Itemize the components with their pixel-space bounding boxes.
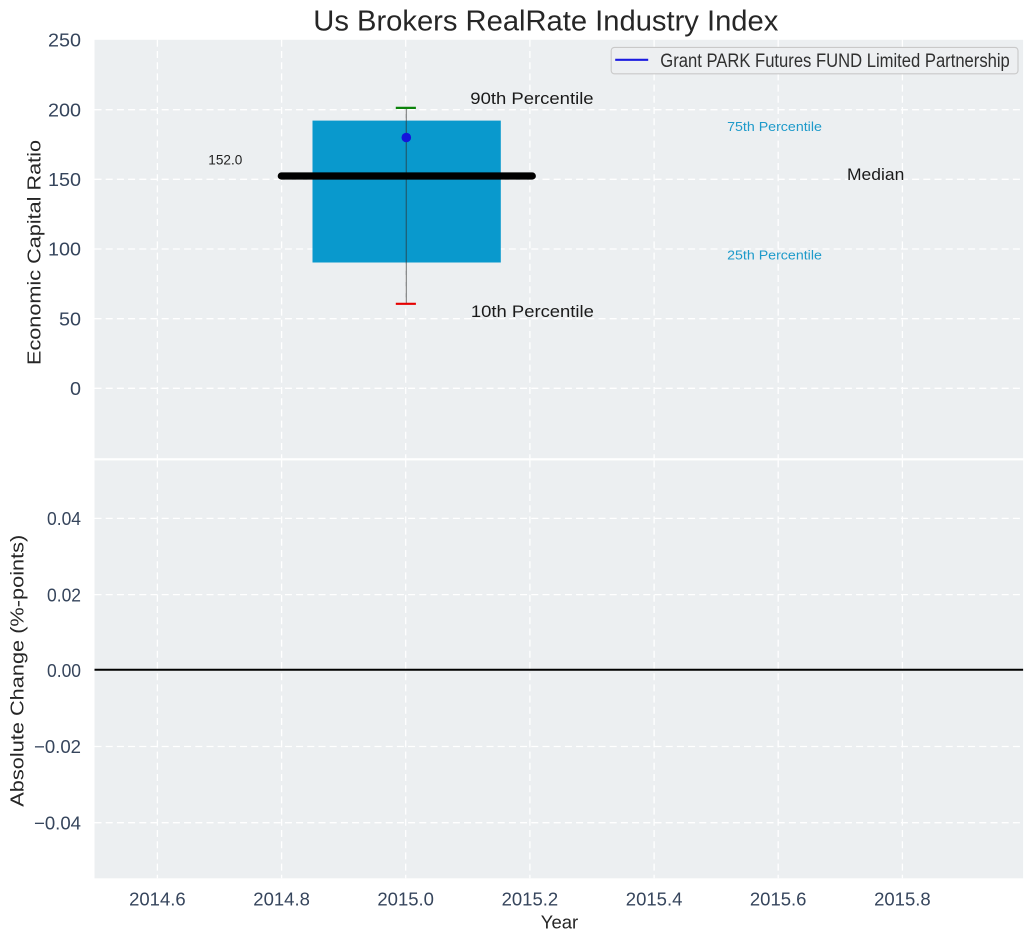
svg-text:Grant PARK Futures FUND Limite: Grant PARK Futures FUND Limited Partners… xyxy=(660,51,1010,72)
svg-text:2014.8: 2014.8 xyxy=(253,888,310,909)
svg-text:Median: Median xyxy=(847,166,904,184)
svg-text:Absolute Change (%-points): Absolute Change (%-points) xyxy=(6,535,27,807)
svg-text:−0.02: −0.02 xyxy=(34,736,81,757)
svg-text:50: 50 xyxy=(59,308,81,329)
svg-text:2014.6: 2014.6 xyxy=(129,888,186,909)
svg-text:2015.8: 2015.8 xyxy=(874,888,931,909)
svg-text:Year: Year xyxy=(541,912,578,933)
svg-text:25th Percentile: 25th Percentile xyxy=(727,248,822,263)
svg-text:0.00: 0.00 xyxy=(47,660,81,681)
svg-text:10th Percentile: 10th Percentile xyxy=(471,303,594,321)
svg-text:Economic Capital Ratio: Economic Capital Ratio xyxy=(24,140,45,365)
svg-text:Us Brokers RealRate Industry I: Us Brokers RealRate Industry Index xyxy=(313,5,778,37)
svg-text:75th Percentile: 75th Percentile xyxy=(727,119,822,134)
svg-text:2015.2: 2015.2 xyxy=(502,888,559,909)
svg-text:90th Percentile: 90th Percentile xyxy=(470,90,593,108)
svg-text:−0.04: −0.04 xyxy=(34,812,81,833)
svg-text:2015.4: 2015.4 xyxy=(626,888,683,909)
svg-text:150: 150 xyxy=(48,169,81,190)
svg-text:100: 100 xyxy=(48,239,81,260)
svg-text:152.0: 152.0 xyxy=(208,153,242,168)
svg-text:200: 200 xyxy=(48,99,81,120)
svg-text:2015.0: 2015.0 xyxy=(377,888,434,909)
svg-text:250: 250 xyxy=(48,30,81,51)
svg-text:0.02: 0.02 xyxy=(47,584,81,605)
svg-text:0.04: 0.04 xyxy=(47,508,81,529)
svg-text:2015.6: 2015.6 xyxy=(750,888,807,909)
svg-text:0: 0 xyxy=(70,378,81,399)
